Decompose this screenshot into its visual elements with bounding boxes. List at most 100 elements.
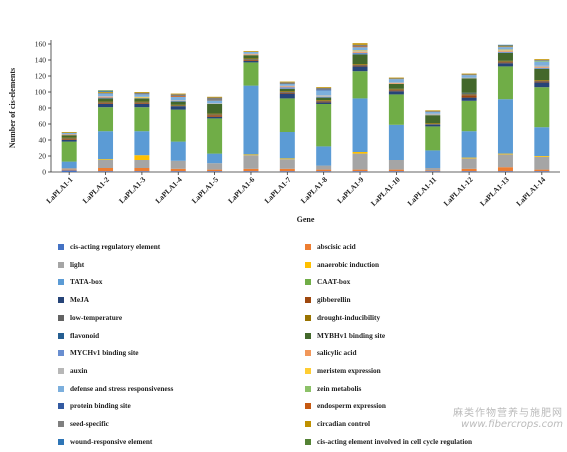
bar-segment [207,113,223,115]
bar-segment [134,103,150,104]
bar-segment [352,47,368,51]
bar-segment [534,156,550,157]
bar-segment [461,93,477,95]
bar-segment [98,171,114,172]
bar-segment [425,123,441,124]
x-tick-label: LaPLA1-12 [442,175,475,208]
bar-segment [461,75,477,78]
bar-segment [98,96,114,98]
bar-segment [279,91,295,92]
bar-segment [279,132,295,159]
bar-segment [316,101,332,103]
legend-swatch [58,350,64,357]
bar-segment [388,78,404,80]
legend-swatch [58,244,64,250]
y-tick-label: 120 [35,72,47,81]
bar-segment [134,92,150,93]
bar-segment [388,83,404,84]
bar-segment [243,62,259,86]
legend-label: gibberellin [317,295,351,305]
bar-segment [61,132,77,135]
legend-label: cis-acting regulatory element [70,242,161,251]
bar-segment [134,92,150,95]
bar-segment [98,98,114,102]
bar-segment [497,63,513,67]
bar-segment [497,52,513,61]
bar-segment [207,96,223,98]
bar-segment [243,60,259,61]
bar-segment [497,62,513,64]
bar-segment [279,85,295,87]
bar-segment [170,171,186,172]
legend-label: salicylic acid [317,348,357,358]
watermark-line1: 麻类作物营养与施肥网 [453,408,563,419]
legend-item: MYCHv1 binding site [58,348,139,357]
legend-item: salicylic acid [305,348,357,357]
bar-segment [425,124,441,125]
bar-segment [388,90,404,92]
y-tick-label: 100 [35,88,47,97]
y-tick-label: 140 [35,56,47,65]
bar-segment [170,96,186,100]
bar-segment [61,161,77,168]
bar-segment [98,107,114,132]
legend-item: CAAT-box [305,277,350,286]
bar-segment [534,169,550,172]
bar-segment [534,65,550,68]
bar-segment [243,168,259,172]
bar-segment [352,65,368,67]
bar-segment [243,51,259,52]
y-tick-label: 160 [35,40,47,49]
bar-segment [352,64,368,65]
bar-segment [461,94,477,96]
bar-segment [497,61,513,63]
bar-segment [534,81,550,83]
watermark-line2: www.fibercrops.com [461,419,563,430]
legend-swatch [58,438,64,445]
bar-segment [352,50,368,52]
bar-segment [497,45,513,47]
legend-item: MeJA [58,295,89,304]
bar-segment [534,82,550,88]
legend-item: drought-inducibility [305,313,380,322]
legend-label: wound-responsive element [70,436,153,446]
bar-segment [388,169,404,172]
legend-swatch [305,261,311,268]
bar-segment [461,158,477,169]
bar-segment [316,97,332,100]
legend-label: abscisic acid [317,242,356,251]
bar-segment [497,52,513,53]
x-tick-label: LaPLA1-5 [190,175,220,205]
legend-label: cis-acting element involved in cell cycl… [317,436,473,446]
bar-segment [279,88,295,92]
legend-swatch [305,332,311,339]
bar-segment [61,138,77,140]
bar-segment [279,92,295,93]
bar-segment [61,169,77,171]
bar-segment [388,171,404,172]
bar-segment [170,93,186,95]
bar-segment [98,92,114,94]
legend-swatch [305,297,311,304]
bar-segment [425,168,441,171]
bar-segment [497,47,513,50]
x-tick-label: LaPLA1-9 [335,175,365,205]
bar-segment [461,131,477,158]
x-tick-label: LaPLA1-10 [369,175,402,208]
y-tick-label: 0 [42,168,46,177]
bar-segment [134,94,150,97]
bar-segment [316,169,332,172]
bar-segment [170,141,186,161]
bar-segment [534,171,550,172]
bar-segment [425,124,441,127]
bar-segment [279,171,295,172]
bar-segment [207,153,223,164]
bar-segment [134,168,150,172]
legend-item: circadian control [305,419,370,428]
bar-segment [425,110,441,112]
bar-segment [98,168,114,172]
legend-item: anaerobic induction [305,260,379,269]
bar-segment [352,171,368,172]
bar-segment [98,160,114,168]
bar-segment [170,101,186,105]
